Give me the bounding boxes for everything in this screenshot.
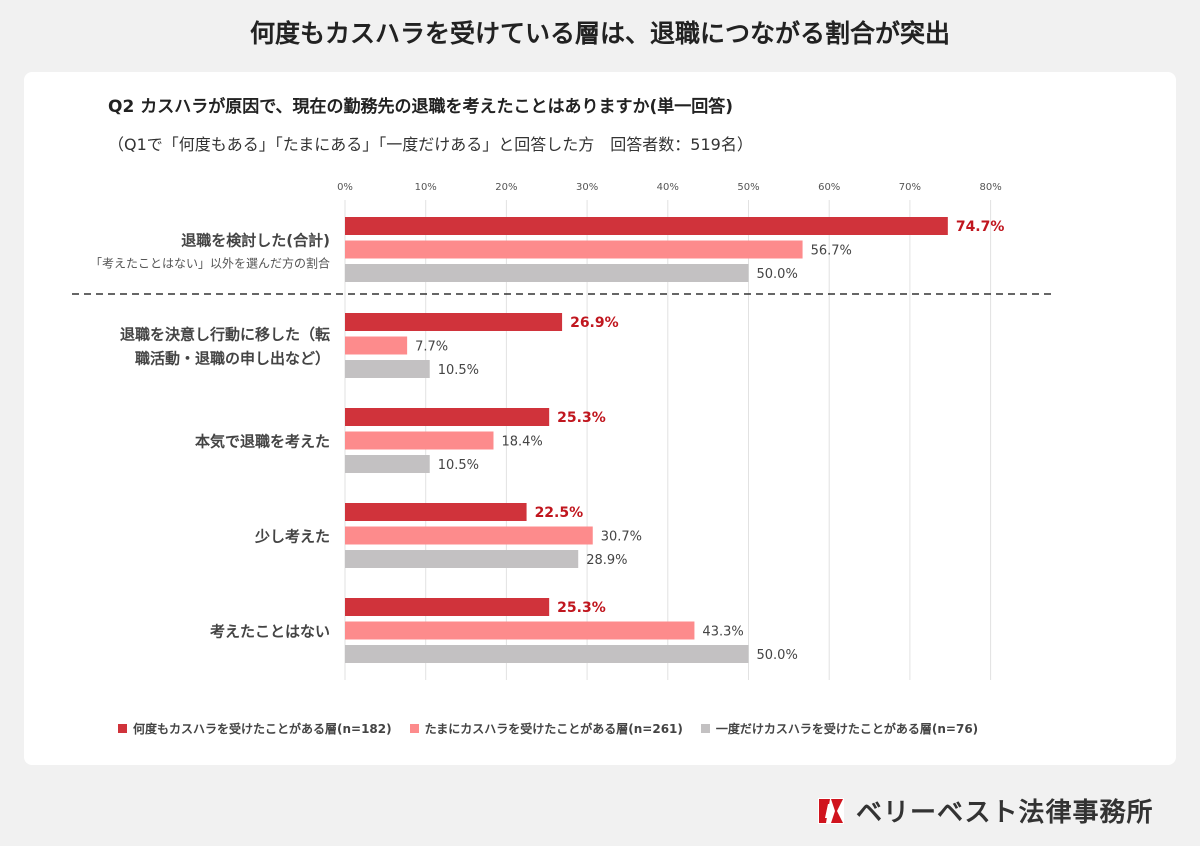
question-subtitle: （Q1で「何度もある」「たまにある」「一度だけある」と回答した方 回答者数：51… xyxy=(108,135,753,154)
legend-swatch-series1 xyxy=(118,724,127,733)
data-label: 30.7% xyxy=(601,530,642,545)
logo-text: ベリーベスト法律事務所 xyxy=(856,798,1154,828)
data-label: 43.3% xyxy=(702,625,743,640)
data-label: 25.3% xyxy=(557,410,606,426)
data-label: 26.9% xyxy=(570,315,619,331)
bar xyxy=(345,408,550,426)
legend-item-series3: 一度だけカスハラを受けたことがある層(n=76) xyxy=(700,720,979,737)
question-title: Q2 カスハラが原因で、現在の勤務先の退職を考えたことはありますか(単一回答) xyxy=(108,97,734,117)
x-tick-label: 10% xyxy=(415,182,437,193)
legend-swatch-series2 xyxy=(409,724,419,733)
data-label: 10.5% xyxy=(438,458,479,473)
legend-label-series3: 一度だけカスハラを受けたことがある層(n=76) xyxy=(715,722,979,736)
bar xyxy=(345,455,430,473)
x-tick-label: 60% xyxy=(818,182,840,193)
bar xyxy=(345,621,695,640)
data-label: 25.3% xyxy=(557,600,606,616)
category-note: 「考えたことはない」以外を選んだ方の割合 xyxy=(90,256,330,271)
data-label: 50.0% xyxy=(757,267,798,282)
data-label: 10.5% xyxy=(438,363,479,378)
legend-label-series1: 何度もカスハラを受けたことがある層(n=182) xyxy=(133,722,392,736)
bar xyxy=(345,526,593,545)
bar xyxy=(345,240,803,259)
bar xyxy=(345,264,749,282)
category-label: 職活動・退職の申し出など） xyxy=(135,350,330,368)
data-label: 18.4% xyxy=(501,435,542,450)
x-tick-label: 40% xyxy=(657,182,679,193)
company-logo: ベリーベスト法律事務所 xyxy=(816,792,1154,829)
data-label: 22.5% xyxy=(535,505,584,521)
category-label: 退職を検討した(合計) xyxy=(181,232,330,250)
bar xyxy=(345,360,430,378)
data-label: 28.9% xyxy=(586,553,627,568)
x-tick-label: 70% xyxy=(899,182,921,193)
category-label: 考えたことはない xyxy=(210,623,330,641)
data-label: 7.7% xyxy=(415,340,448,355)
data-label: 74.7% xyxy=(956,219,1005,235)
x-tick-label: 20% xyxy=(495,182,517,193)
legend-item-series1: 何度もカスハラを受けたことがある層(n=182) xyxy=(118,720,392,737)
bar xyxy=(345,598,550,616)
logo-mark-icon xyxy=(818,797,844,824)
bar xyxy=(345,313,563,331)
category-label: 退職を決意し行動に移した（転 xyxy=(120,326,330,344)
x-tick-label: 30% xyxy=(576,182,598,193)
data-label: 56.7% xyxy=(811,244,852,259)
data-label: 50.0% xyxy=(757,648,798,663)
legend-label-series2: たまにカスハラを受けたことがある層(n=261) xyxy=(424,722,683,736)
chart-legend: 何度もカスハラを受けたことがある層(n=182) たまにカスハラを受けたことがあ… xyxy=(118,720,1118,737)
bar xyxy=(345,217,948,235)
x-tick-label: 0% xyxy=(337,182,353,193)
bar xyxy=(345,503,527,521)
category-label: 少し考えた xyxy=(254,528,330,546)
bar xyxy=(345,336,408,355)
bar xyxy=(345,645,749,663)
page-title: 何度もカスハラを受けている層は、退職につながる割合が突出 xyxy=(249,19,950,48)
category-label: 本気で退職を考えた xyxy=(195,433,330,451)
legend-swatch-series3 xyxy=(700,724,710,733)
bar xyxy=(345,550,579,568)
legend-item-series2: たまにカスハラを受けたことがある層(n=261) xyxy=(409,720,683,737)
x-tick-label: 80% xyxy=(979,182,1001,193)
x-tick-label: 50% xyxy=(737,182,759,193)
bar xyxy=(345,431,494,450)
